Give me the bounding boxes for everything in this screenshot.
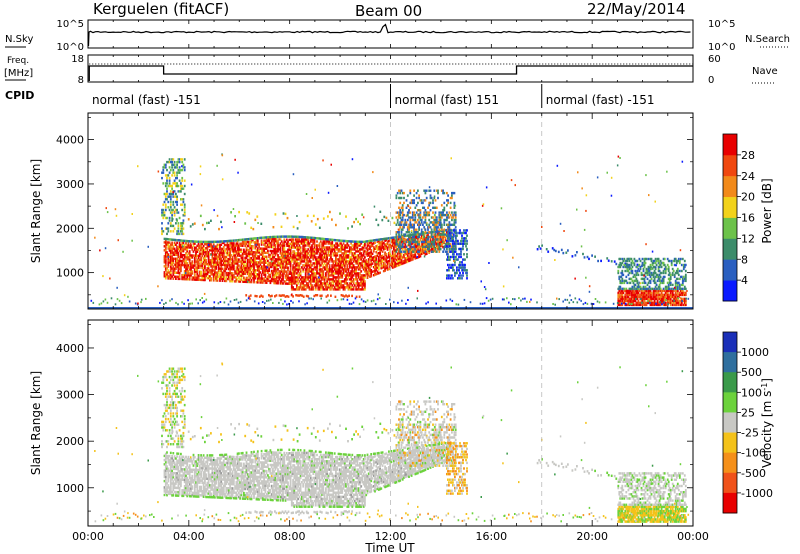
nave-tick-top: 60 (708, 54, 721, 65)
power-ylabel: Slant Range [km] (29, 159, 43, 263)
colorbar-tick-label: 28 (741, 149, 755, 162)
y-tick-label: 3000 (56, 389, 84, 402)
nave-label: Nave (752, 66, 778, 77)
colorbar-swatch (723, 259, 737, 281)
nsearch-tick-top: 10^5 (708, 19, 735, 30)
colorbar-swatch (723, 238, 737, 260)
velocity-colorbar-label: Velocity [m s-1] (760, 378, 775, 468)
power-colorbar-label: Power [dB] (760, 178, 774, 243)
colorbar-tick-label: -1000 (741, 487, 773, 500)
velocity-heatmap-pixels (94, 362, 690, 523)
colorbar-swatch (723, 392, 737, 413)
nave-tick-bottom: 0 (708, 75, 714, 86)
x-tick-label: 12:00 (375, 530, 407, 543)
colorbar-swatch (723, 472, 737, 494)
y-tick-label: 2000 (56, 435, 84, 448)
x-tick-label: 20:00 (576, 530, 608, 543)
y-tick-label: 1000 (56, 482, 84, 495)
colorbar-tick-label: 24 (741, 170, 755, 183)
colorbar-tick-label: 100 (741, 386, 762, 399)
colorbar-tick-label: 20 (741, 191, 755, 204)
y-tick-label: 4000 (56, 134, 84, 147)
nsky-tick-top: 10^5 (57, 19, 84, 30)
freq-line (88, 65, 693, 81)
colorbar-swatch (723, 280, 737, 302)
freq-label-1: Freq. (7, 56, 29, 66)
colorbar-swatch (723, 452, 737, 474)
colorbar-swatch (723, 372, 737, 393)
date-title: 22/May/2014 (587, 0, 685, 18)
colorbar-swatch (723, 412, 737, 433)
x-tick-label: 16:00 (475, 530, 507, 543)
velocity-colorbar: 1000 500 100 25 -25 -100 -500 -1000 (722, 331, 773, 514)
nsearch-tick-bottom: 10^0 (708, 42, 735, 53)
colorbar-tick-label: -25 (741, 427, 759, 440)
cpid-segment-label: normal (fast) -151 (546, 93, 655, 107)
cpid-segment-label: normal (fast) -151 (92, 93, 201, 107)
nsky-line (87, 23, 691, 47)
time-axis-label: Time UT (364, 541, 415, 554)
freq-label-2: [MHz] (4, 68, 33, 79)
colorbar-swatch (723, 217, 737, 239)
x-tick-label: 00:00 (72, 530, 104, 543)
x-tick-label: 00:00 (677, 530, 709, 543)
colorbar-swatch (723, 134, 737, 156)
velocity-frame (87, 319, 694, 527)
nsky-label: N.Sky (5, 34, 33, 45)
cpid-row: CPID normal (fast) -151 normal (fast) 151… (5, 84, 655, 108)
cpid-label: CPID (5, 89, 34, 102)
velocity-ylabel: Slant Range [km] (29, 371, 43, 475)
freq-panel: Freq. [MHz] 18 8 60 0 Nave (4, 54, 778, 86)
freq-tick-bottom: 8 (78, 75, 84, 86)
nsearch-label: N.Search (745, 34, 790, 45)
x-tick-label: 08:00 (274, 530, 306, 543)
freq-tick-top: 18 (71, 54, 84, 65)
nsky-frame (87, 19, 694, 49)
y-tick-label: 3000 (56, 178, 84, 191)
colorbar-frame (722, 331, 738, 514)
cpid-segment-label: normal (fast) 151 (395, 93, 499, 107)
colorbar-swatch (723, 492, 737, 514)
power-colorbar: 4 8 12 16 20 24 28 (722, 133, 755, 302)
colorbar-tick-label: -100 (741, 447, 766, 460)
velocity-panel: 1000 2000 3000 4000 00:00 04:00 08:00 12:00 16:… (29, 319, 775, 554)
station-title: Kerguelen (fitACF) (93, 0, 229, 18)
colorbar-swatch (723, 175, 737, 198)
colorbar-tick-label: 25 (741, 406, 755, 419)
colorbar-swatch (723, 332, 737, 353)
colorbar-swatch (723, 352, 737, 373)
nsky-panel: N.Sky 10^5 10^0 10^5 10^0 N.Search (5, 19, 790, 53)
power-panel: 1000 2000 3000 4000 Slant Range [km] 4 8 12 16… (29, 112, 774, 310)
colorbar-tick-label: -500 (741, 467, 766, 480)
colorbar-tick-label: 16 (741, 212, 755, 225)
colorbar-swatch (723, 196, 737, 218)
colorbar-tick-label: 12 (741, 232, 755, 245)
colorbar-swatch (723, 154, 737, 177)
colorbar-tick-label: 8 (741, 253, 748, 266)
beam-title: Beam 00 (355, 2, 422, 20)
power-frame (87, 112, 694, 310)
freq-frame (87, 54, 694, 83)
colorbar-tick-label: 1000 (741, 346, 769, 359)
y-tick-label: 2000 (56, 222, 84, 235)
nsky-tick-bottom: 10^0 (57, 42, 84, 53)
colorbar-tick-label: 500 (741, 366, 762, 379)
colorbar-tick-label: 4 (741, 274, 748, 287)
y-tick-label: 4000 (56, 342, 84, 355)
x-tick-label: 04:00 (173, 530, 205, 543)
y-tick-label: 1000 (56, 267, 84, 280)
colorbar-swatch (723, 432, 737, 454)
power-heatmap-pixels (88, 153, 693, 309)
